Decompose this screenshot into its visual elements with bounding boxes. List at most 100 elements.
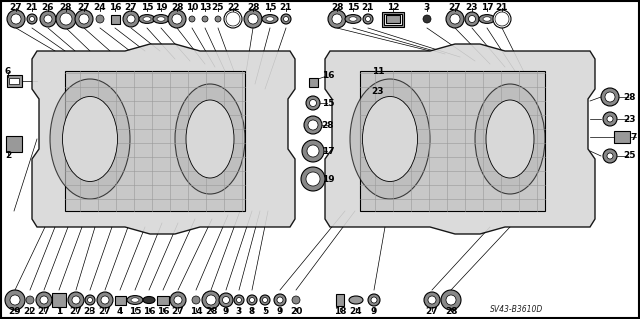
Bar [360,71,545,211]
Ellipse shape [139,15,155,23]
Text: 17: 17 [322,146,334,155]
Circle shape [189,16,195,22]
Bar [6,75,22,87]
Text: 19: 19 [155,4,167,12]
Circle shape [170,292,186,308]
Circle shape [40,11,56,27]
Bar [65,71,245,211]
Circle shape [234,295,244,305]
Text: 27: 27 [449,4,461,12]
Circle shape [248,14,258,24]
Circle shape [371,297,377,303]
Text: 27: 27 [426,307,438,315]
Text: 21: 21 [26,4,38,12]
Circle shape [29,17,35,21]
Circle shape [97,292,113,308]
Ellipse shape [63,97,118,182]
Circle shape [277,297,283,303]
Ellipse shape [483,17,491,21]
Ellipse shape [143,296,155,303]
Ellipse shape [157,17,165,21]
Circle shape [446,295,456,305]
Text: 25: 25 [624,152,636,160]
Circle shape [79,14,89,24]
Bar [52,293,66,307]
Text: 29: 29 [9,307,21,315]
Circle shape [424,292,440,308]
Text: 22: 22 [24,307,36,315]
Circle shape [5,290,25,310]
Text: 3: 3 [236,307,242,315]
Text: 9: 9 [277,307,283,315]
Circle shape [60,13,72,25]
Circle shape [284,17,289,21]
Circle shape [607,153,613,159]
Circle shape [237,298,241,302]
Circle shape [247,295,257,305]
Ellipse shape [349,296,363,304]
Bar [384,13,402,25]
Text: 27: 27 [77,4,90,12]
Text: 9: 9 [371,307,377,315]
Ellipse shape [266,17,274,21]
Circle shape [244,10,262,28]
Text: 15: 15 [264,4,276,12]
Ellipse shape [153,15,169,23]
Circle shape [202,291,220,309]
Circle shape [306,172,320,186]
Text: 28: 28 [171,4,183,12]
Circle shape [493,10,511,28]
Text: 28: 28 [247,4,259,12]
Circle shape [363,14,373,24]
Circle shape [206,295,216,305]
Circle shape [10,295,20,305]
Circle shape [603,149,617,163]
Text: 26: 26 [42,4,54,12]
Text: 11: 11 [372,68,384,77]
Text: 28: 28 [205,307,217,315]
Circle shape [310,100,317,107]
Circle shape [85,295,95,305]
Text: 1: 1 [56,307,62,315]
Text: 4: 4 [117,307,123,315]
Circle shape [423,15,431,23]
Text: 16: 16 [109,4,121,12]
Text: 22: 22 [227,4,239,12]
Text: 23: 23 [84,307,96,315]
Circle shape [601,88,619,106]
Circle shape [7,10,25,28]
Text: 28: 28 [322,121,334,130]
Ellipse shape [350,79,430,199]
Text: 12: 12 [387,4,399,12]
Text: 2: 2 [5,152,11,160]
Circle shape [36,292,52,308]
Text: SV43-B3610D: SV43-B3610D [490,305,543,314]
Circle shape [307,145,319,157]
Circle shape [450,14,460,24]
Circle shape [603,112,617,126]
Text: 16: 16 [143,307,156,315]
Circle shape [274,294,286,306]
Text: 15: 15 [322,99,334,108]
Text: 21: 21 [496,4,508,12]
Text: 14: 14 [189,307,202,315]
Circle shape [127,15,135,23]
Text: 13: 13 [199,4,211,12]
Ellipse shape [479,15,495,23]
Circle shape [215,16,221,22]
Circle shape [262,298,268,302]
Circle shape [226,12,240,26]
Circle shape [172,14,182,24]
Circle shape [11,14,21,24]
Circle shape [224,10,242,28]
Circle shape [26,296,34,304]
Ellipse shape [362,97,417,182]
Circle shape [308,120,318,130]
Circle shape [250,298,255,302]
Text: 21: 21 [362,4,374,12]
Circle shape [68,292,84,308]
Text: 28: 28 [445,307,457,315]
Circle shape [605,92,615,102]
Ellipse shape [186,100,234,178]
Circle shape [302,140,324,162]
